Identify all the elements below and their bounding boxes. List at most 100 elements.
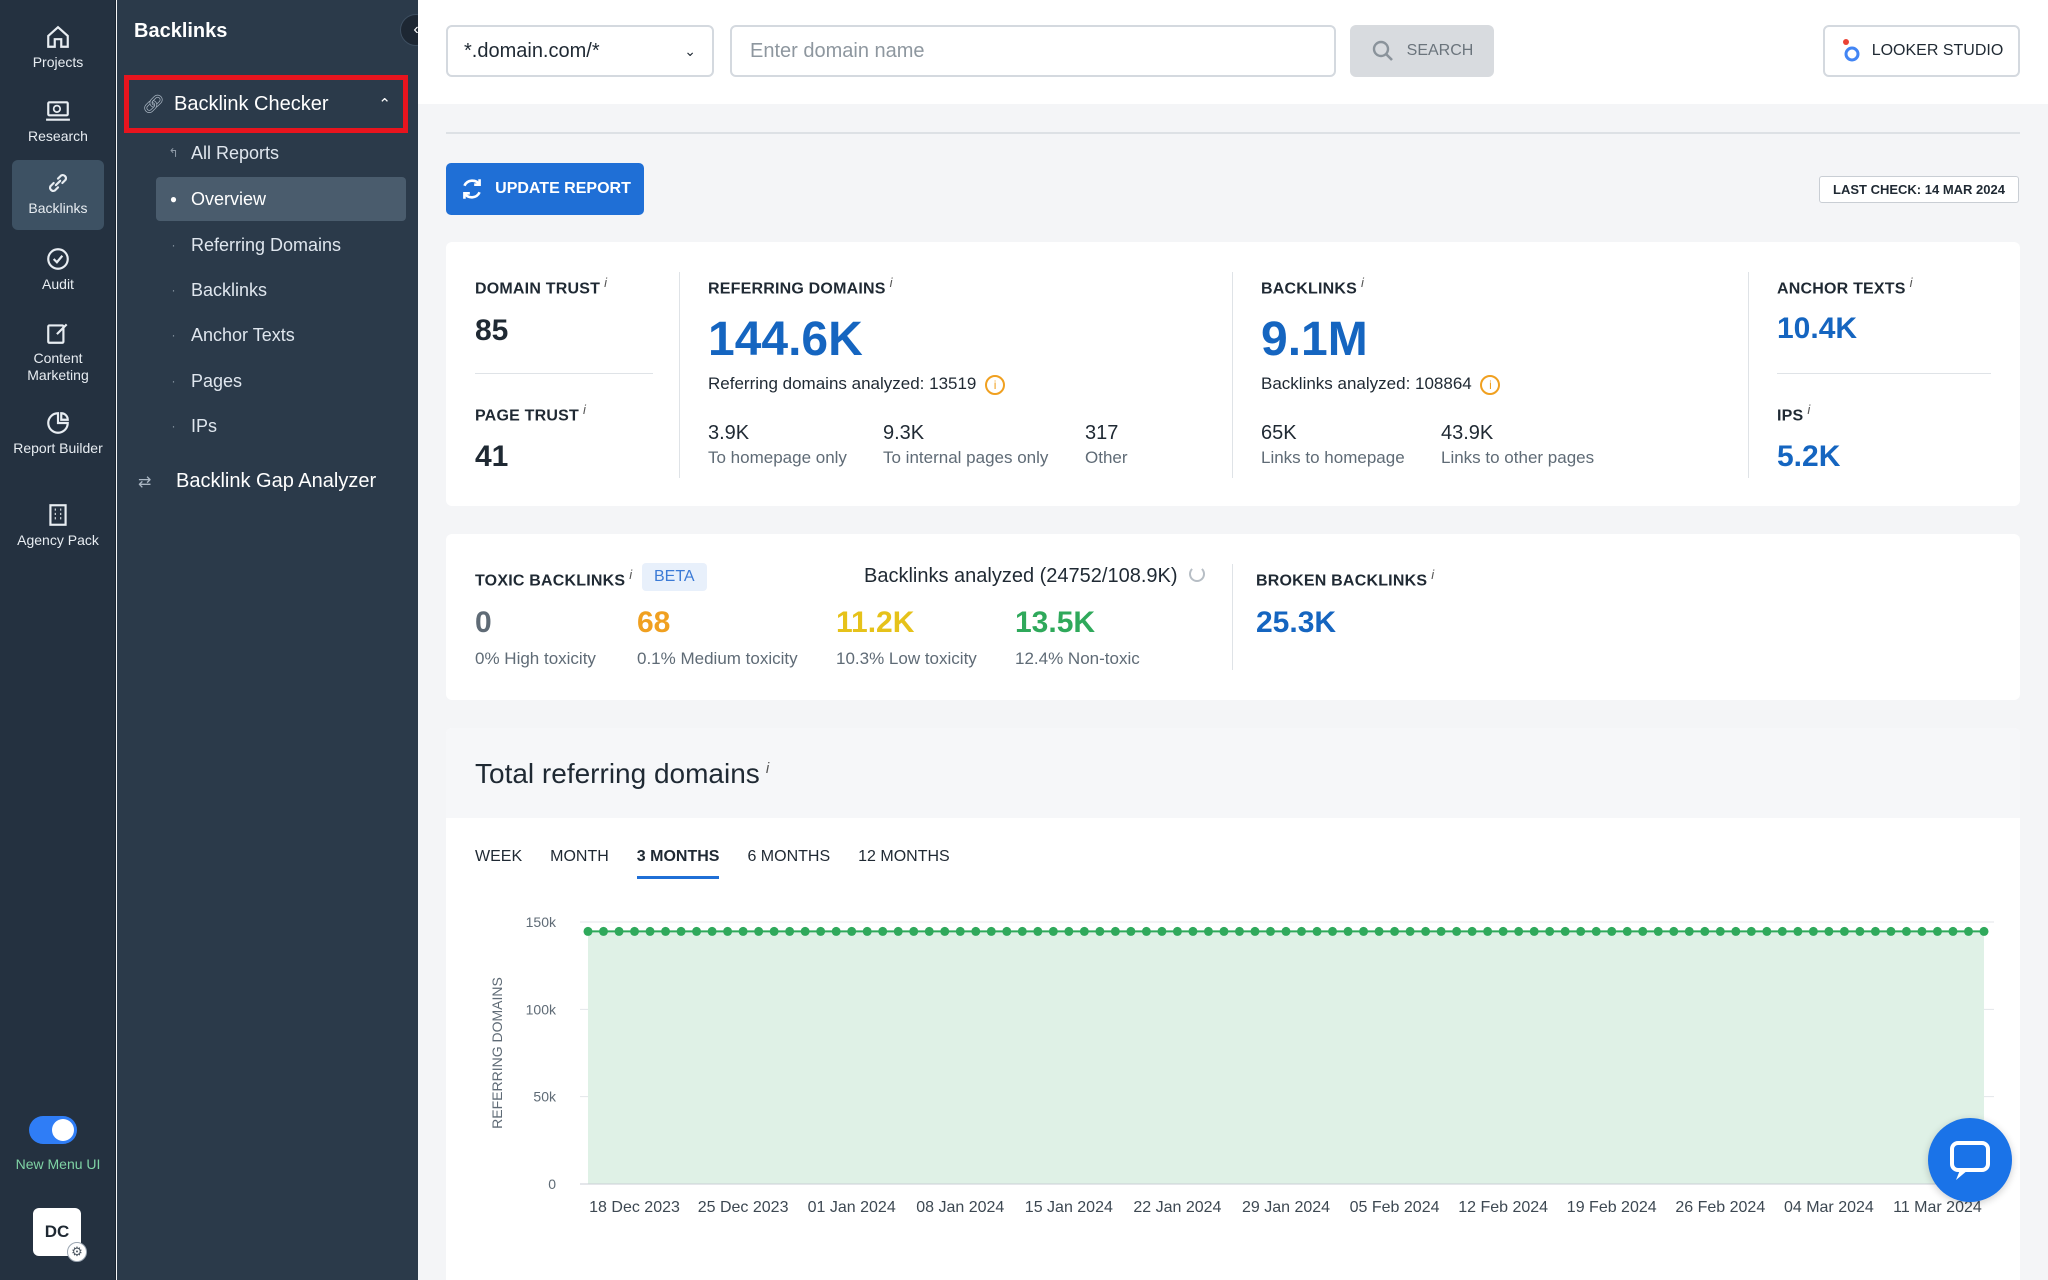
x-tick-label: 05 Feb 2024 xyxy=(1350,1199,1440,1216)
data-point xyxy=(1359,926,1369,936)
medium-toxicity-label: 0.1% Medium toxicity xyxy=(637,649,798,668)
data-point xyxy=(1002,926,1012,936)
y-axis-label: REFERRING DOMAINS xyxy=(489,977,505,1129)
anchor-texts-value[interactable]: 10.4K xyxy=(1777,312,1858,345)
new-menu-toggle[interactable] xyxy=(29,1116,77,1144)
divider xyxy=(1232,564,1233,670)
chat-bubble-icon xyxy=(1950,1141,1990,1180)
sidebar-item-backlink-gap-analyzer[interactable]: ⇄ Backlink Gap Analyzer xyxy=(138,470,376,493)
low-toxicity-value[interactable]: 11.2K xyxy=(836,606,915,639)
update-report-label: UPDATE REPORT xyxy=(495,180,631,197)
data-point xyxy=(1917,926,1927,936)
y-tick-label: 150k xyxy=(526,914,557,930)
domain-mode-value: *.domain.com/* xyxy=(464,39,600,62)
rail-content-marketing[interactable]: Content Marketing xyxy=(12,310,104,392)
homepage-only-label: To homepage only xyxy=(708,448,847,467)
divider xyxy=(1232,272,1233,478)
chevron-left-icon: ‹ xyxy=(413,21,419,38)
medium-toxicity-value[interactable]: 68 xyxy=(637,606,671,639)
data-point xyxy=(878,926,888,936)
data-point xyxy=(769,926,779,936)
top-bar: *.domain.com/* ⌄ SEARCH LOOKER STUDIO xyxy=(418,0,2048,104)
non-toxic-value[interactable]: 13.5K xyxy=(1015,606,1096,639)
sidebar-item-label: Referring Domains xyxy=(191,234,342,255)
y-tick-label: 0 xyxy=(548,1176,556,1192)
data-point xyxy=(1250,926,1260,936)
broken-backlinks-label: BROKEN BACKLINKS i xyxy=(1256,567,1435,590)
x-tick-label: 29 Jan 2024 xyxy=(1242,1199,1330,1216)
user-avatar[interactable]: DC ⚙ xyxy=(33,1208,87,1262)
sidebar-item-anchor-texts[interactable]: · Anchor Texts xyxy=(156,313,406,357)
data-point xyxy=(1017,926,1027,936)
homepage-only-value: 3.9K xyxy=(708,422,750,444)
chart-title: Total referring domains i xyxy=(475,758,770,789)
data-point xyxy=(971,926,981,936)
data-point xyxy=(955,926,965,936)
sidebar-item-referring-domains[interactable]: · Referring Domains xyxy=(156,223,406,267)
data-point xyxy=(1033,926,1043,936)
sidebar-item-backlinks[interactable]: · Backlinks xyxy=(156,268,406,312)
data-point xyxy=(1219,926,1229,936)
domain-input[interactable] xyxy=(730,25,1336,77)
sidebar-item-ips[interactable]: · IPs xyxy=(156,404,406,448)
rail-content-marketing-label: Content Marketing xyxy=(27,350,89,383)
rail-agency-pack[interactable]: Agency Pack xyxy=(12,492,104,574)
tab-week[interactable]: WEEK xyxy=(475,848,523,865)
sidebar-item-overview[interactable]: ● Overview xyxy=(156,177,406,221)
referring-domains-value[interactable]: 144.6K xyxy=(708,313,863,366)
data-point xyxy=(707,926,717,936)
ips-value[interactable]: 5.2K xyxy=(1777,440,1841,473)
backlinks-value[interactable]: 9.1M xyxy=(1261,313,1368,366)
data-point xyxy=(785,926,795,936)
tab-6-months[interactable]: 6 MONTHS xyxy=(747,848,831,865)
data-point xyxy=(1172,926,1182,936)
data-point xyxy=(614,926,624,936)
update-report-button[interactable]: UPDATE REPORT xyxy=(446,163,644,215)
search-label: SEARCH xyxy=(1406,42,1474,59)
link-icon xyxy=(49,174,67,192)
links-homepage-label: Links to homepage xyxy=(1261,448,1405,467)
data-point xyxy=(583,926,593,936)
x-tick-label: 15 Jan 2024 xyxy=(1025,1199,1113,1216)
domain-mode-select[interactable]: *.domain.com/* ⌄ xyxy=(446,25,714,77)
link-compare-icon: ⇄ xyxy=(138,473,152,491)
looker-studio-button[interactable]: LOOKER STUDIO xyxy=(1823,25,2020,77)
tab-12-months[interactable]: 12 MONTHS xyxy=(858,848,950,865)
search-button[interactable]: SEARCH xyxy=(1350,25,1494,77)
x-tick-label: 01 Jan 2024 xyxy=(808,1199,896,1216)
data-point xyxy=(754,926,764,936)
chart-card: Total referring domains i WEEK MONTH 3 MO… xyxy=(446,728,2020,1280)
data-point xyxy=(1963,926,1973,936)
sidebar-item-all-reports[interactable]: ↰ All Reports xyxy=(156,131,406,175)
data-point xyxy=(645,926,655,936)
data-point xyxy=(893,926,903,936)
links-other-value: 43.9K xyxy=(1441,422,1494,444)
rail-report-builder[interactable]: Report Builder xyxy=(12,400,104,482)
tab-3-months[interactable]: 3 MONTHS xyxy=(636,848,720,879)
data-point xyxy=(1203,926,1213,936)
sidebar-item-label: Backlink Gap Analyzer xyxy=(176,470,377,492)
domain-trust-label: DOMAIN TRUST i xyxy=(475,275,608,298)
rail-projects[interactable]: Projects xyxy=(12,14,104,82)
rail-research[interactable]: Research xyxy=(12,88,104,156)
broken-backlinks-value[interactable]: 25.3K xyxy=(1256,606,1337,639)
divider xyxy=(1777,373,1991,374)
rail-audit[interactable]: Audit xyxy=(12,236,104,304)
y-tick-label: 50k xyxy=(533,1089,557,1105)
data-point xyxy=(1436,926,1446,936)
rail-backlinks[interactable]: Backlinks xyxy=(12,160,104,230)
other-value: 317 xyxy=(1085,422,1119,444)
gear-icon: ⚙ xyxy=(67,1242,87,1262)
data-point xyxy=(1948,926,1958,936)
rail-agency-pack-label: Agency Pack xyxy=(17,532,99,548)
data-point xyxy=(1064,926,1074,936)
tab-month[interactable]: MONTH xyxy=(550,848,609,865)
chat-button[interactable] xyxy=(1928,1118,2012,1202)
search-icon xyxy=(1372,40,1393,61)
sidebar-item-pages[interactable]: · Pages xyxy=(156,359,406,403)
sidebar-section-backlink-checker[interactable]: 🔗︎ Backlink Checker ⌃ xyxy=(124,75,408,133)
data-point xyxy=(1188,926,1198,936)
data-point xyxy=(1483,926,1493,936)
high-toxicity-label: 0% High toxicity xyxy=(475,649,596,668)
data-point xyxy=(599,926,609,936)
